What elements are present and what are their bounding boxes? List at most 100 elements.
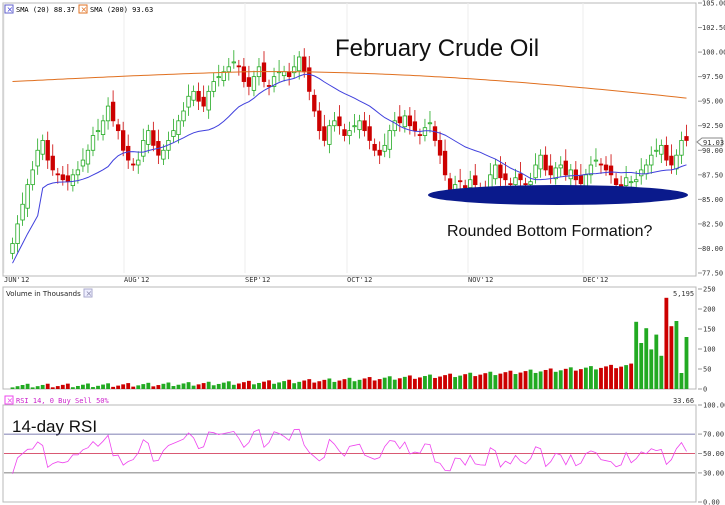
volume-bar [438,376,442,389]
price-y-tick-label: 77.50 [702,270,723,278]
down-candle [60,174,65,181]
volume-bar [377,379,382,389]
up-candle [634,179,639,183]
volume-bar [367,377,372,389]
volume-bar [317,381,322,389]
up-candle [533,164,538,179]
up-candle [281,71,287,77]
down-candle [447,178,453,190]
price-y-tick-label: 85.00 [702,196,723,204]
close-x-icon: × [7,5,14,14]
volume-bar [649,349,654,389]
volume-bar [60,384,65,389]
up-candle [644,164,649,175]
down-candle [65,175,71,183]
volume-bar [96,385,100,389]
up-candle [100,120,106,135]
up-candle [141,140,146,157]
rsi-thresholds [4,433,695,474]
up-candle [332,120,337,127]
up-candle [15,223,20,244]
close-x-icon: × [7,396,14,405]
sma200-line [12,71,687,99]
sma200-legend-label: SMA (200) 93.63 [90,6,153,14]
volume-bar [679,373,684,389]
down-candle [201,96,206,107]
volume-bar [287,379,292,389]
volume-bar [131,386,136,389]
volume-bar [156,385,161,389]
volume-bar [423,376,427,389]
volume-bar [136,385,141,389]
price-y-axis: 77.50 80.00 82.50 85.00 87.50 90.00 92.50 95.00… [698,0,725,278]
volume-bar [141,384,146,389]
down-candle [669,155,674,166]
volume-bar [659,355,664,389]
sma20-close-icon[interactable] [4,4,14,14]
volume-bar [402,376,407,389]
volume-bar [75,385,80,389]
up-candle [90,135,96,151]
volume-bar [262,381,266,389]
up-candle [191,90,196,101]
volume-bar [307,379,312,389]
close-x-icon: × [81,5,88,14]
price-y-tick-label: 90.00 [702,147,723,155]
volume-y-tick-label: 0 [703,386,707,394]
down-candle [246,77,252,87]
down-candle [407,115,413,127]
up-candle [20,203,25,221]
volume-title: Volume in Thousands [6,290,81,298]
volume-bar [553,371,558,389]
volume-bar [418,377,422,389]
volume-bar [221,382,226,389]
volume-bar [65,383,70,389]
down-candle [457,180,463,183]
volume-bar [91,387,95,389]
volume-bar [583,367,588,389]
down-candle [115,124,121,132]
price-x-tick-label: OCT'12 [347,276,372,284]
up-candle [654,149,659,152]
up-candle [347,130,352,136]
volume-bar [513,374,518,389]
price-x-tick-label: DEC'12 [583,276,608,284]
sma200-close-icon[interactable] [78,4,88,14]
volume-bar [40,384,45,389]
up-candle [75,169,81,176]
up-candle [171,130,176,137]
volume-bar [111,386,116,389]
volume-close-icon[interactable] [83,288,93,298]
price-y-tick-label: 100.00 [702,49,725,57]
rsi-close-icon[interactable] [4,395,14,405]
volume-bar [277,382,281,389]
volume-bar [382,377,387,389]
up-candle [221,71,226,81]
volume-bar [161,383,166,389]
volume-bar [191,385,196,389]
down-candle [548,165,553,176]
up-candle [387,130,392,150]
price-y-tick-label: 80.00 [702,245,723,253]
volume-y-tick-label: 200 [703,306,716,314]
volume-bar [453,377,458,389]
volume-bar [45,383,50,389]
up-candle [211,81,216,92]
rsi-line [12,428,687,474]
up-candle [659,144,664,155]
volume-bar [126,383,131,389]
volume-bar [604,366,608,389]
volume-y-tick-label: 100 [703,346,716,354]
volume-bar [302,380,307,389]
volume-bar [166,382,171,389]
down-candle [523,183,528,186]
volume-bar [644,328,649,389]
volume-bar [116,385,121,389]
volume-bar [342,379,347,389]
down-candle [578,175,584,185]
up-candle [186,95,191,108]
down-candle [131,163,136,166]
up-candle [427,122,433,125]
volume-bar [186,382,191,389]
rsi-y-tick-label: 30.00 [703,469,724,477]
